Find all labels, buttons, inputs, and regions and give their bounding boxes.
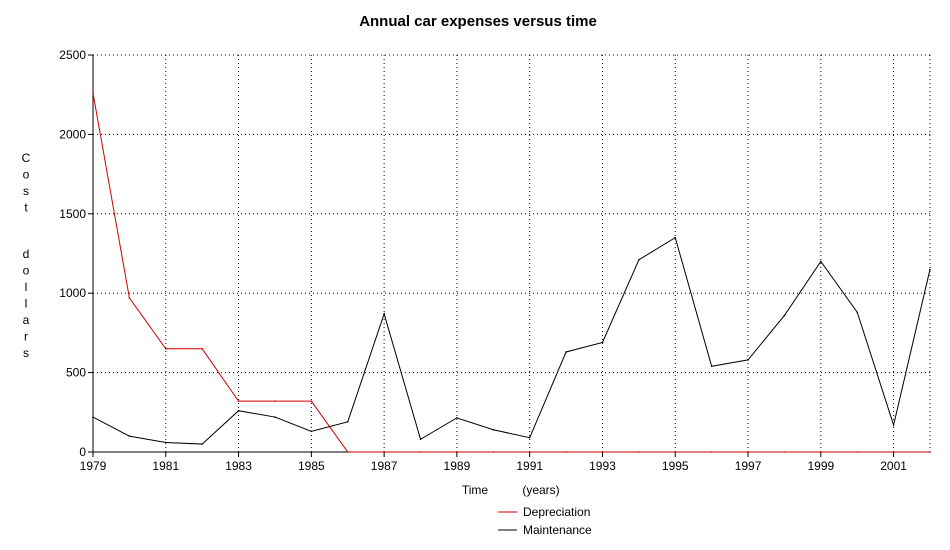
data-point-maintenance bbox=[747, 359, 749, 361]
data-point-maintenance bbox=[383, 313, 385, 315]
data-point-maintenance bbox=[638, 259, 640, 261]
y-tick-labels: 0 500 1000 1500 2000 2500 bbox=[59, 48, 86, 459]
x-tick-label: 1989 bbox=[444, 459, 471, 473]
data-point-depreciation bbox=[565, 451, 567, 453]
data-point-maintenance bbox=[929, 268, 931, 271]
series-lines bbox=[92, 92, 931, 453]
x-tick-label: 1999 bbox=[807, 459, 834, 473]
y-tick-label: 500 bbox=[66, 366, 86, 380]
x-axis-label: Time bbox=[462, 483, 489, 497]
data-point-depreciation bbox=[820, 451, 822, 453]
x-axis-unit: (years) bbox=[522, 483, 559, 497]
x-tick-label: 1995 bbox=[662, 459, 689, 473]
data-point-maintenance bbox=[310, 430, 313, 433]
x-tick-labels: 1979 1981 1983 1985 1987 1989 1991 1993 1995 1997… bbox=[80, 459, 908, 473]
data-point-maintenance bbox=[274, 416, 276, 418]
data-point-maintenance bbox=[710, 365, 713, 368]
data-point-depreciation bbox=[274, 400, 276, 402]
data-point-maintenance bbox=[419, 438, 422, 441]
data-point-maintenance bbox=[783, 314, 786, 317]
y-tick-label: 2500 bbox=[59, 48, 86, 62]
x-tick-label: 1979 bbox=[80, 459, 107, 473]
x-tick-label: 1981 bbox=[152, 459, 179, 473]
data-point-depreciation bbox=[492, 451, 495, 453]
y-tick-label: 1500 bbox=[59, 207, 86, 221]
data-point-maintenance bbox=[674, 236, 677, 239]
data-point-depreciation bbox=[747, 451, 749, 453]
axes bbox=[88, 54, 930, 457]
data-point-maintenance bbox=[128, 435, 131, 437]
data-point-depreciation bbox=[310, 400, 313, 402]
x-tick-label: 1993 bbox=[589, 459, 616, 473]
data-point-depreciation bbox=[601, 451, 604, 453]
data-point-depreciation bbox=[456, 451, 458, 453]
data-point-maintenance bbox=[164, 441, 167, 444]
y-tick-label: 1000 bbox=[59, 286, 86, 300]
legend-label: Depreciation bbox=[523, 505, 590, 519]
data-point-depreciation bbox=[201, 347, 203, 350]
data-point-depreciation bbox=[346, 451, 349, 453]
y-tick-label: 0 bbox=[79, 445, 86, 459]
chart-title: Annual car expenses versus time bbox=[359, 13, 597, 30]
x-tick-label: 2001 bbox=[880, 459, 907, 473]
data-point-depreciation bbox=[92, 92, 94, 94]
series-line-maintenance bbox=[92, 236, 931, 445]
data-point-maintenance bbox=[601, 341, 604, 344]
data-point-maintenance bbox=[456, 417, 458, 419]
x-tick-label: 1985 bbox=[298, 459, 325, 473]
data-point-maintenance bbox=[856, 311, 859, 314]
data-point-maintenance bbox=[237, 409, 240, 412]
data-point-depreciation bbox=[528, 451, 531, 453]
data-point-maintenance bbox=[201, 443, 203, 445]
data-point-maintenance bbox=[92, 416, 94, 418]
data-point-depreciation bbox=[383, 451, 385, 453]
data-point-maintenance bbox=[492, 428, 495, 431]
x-tick-label: 1991 bbox=[516, 459, 543, 473]
data-point-depreciation bbox=[419, 451, 422, 453]
data-point-depreciation bbox=[128, 297, 131, 299]
data-point-maintenance bbox=[820, 260, 822, 263]
data-point-depreciation bbox=[856, 451, 859, 453]
data-point-depreciation bbox=[237, 400, 240, 402]
x-tick-label: 1997 bbox=[735, 459, 762, 473]
grid bbox=[93, 54, 931, 452]
data-point-depreciation bbox=[674, 451, 677, 453]
data-point-depreciation bbox=[638, 451, 640, 453]
data-point-maintenance bbox=[892, 424, 895, 426]
data-point-depreciation bbox=[164, 347, 167, 350]
legend: Depreciation Maintenance bbox=[498, 505, 592, 537]
x-tick-label: 1983 bbox=[225, 459, 252, 473]
data-point-maintenance bbox=[565, 351, 567, 353]
data-point-depreciation bbox=[783, 451, 786, 453]
x-tick-label: 1987 bbox=[371, 459, 398, 473]
legend-label: Maintenance bbox=[523, 523, 592, 537]
y-tick-label: 2000 bbox=[59, 127, 86, 141]
data-point-depreciation bbox=[929, 451, 931, 453]
data-point-depreciation bbox=[892, 451, 895, 453]
data-point-maintenance bbox=[346, 421, 349, 423]
series-line-depreciation bbox=[92, 93, 930, 453]
data-point-depreciation bbox=[710, 451, 713, 453]
data-point-maintenance bbox=[528, 436, 531, 439]
